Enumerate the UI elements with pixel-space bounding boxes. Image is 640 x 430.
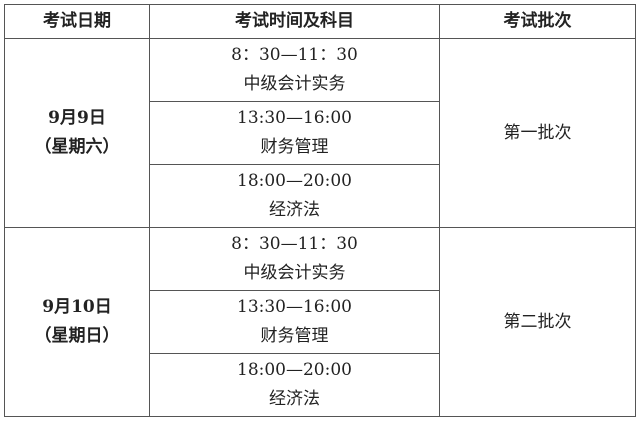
session-subject: 财务管理	[260, 326, 329, 346]
weekday: （星期日）	[34, 326, 120, 346]
batch-cell: 第二批次	[439, 227, 636, 417]
session-time: 13:30—16:00	[237, 108, 352, 128]
session-time: 8：30—11：30	[231, 234, 358, 254]
date: 9月10日	[42, 297, 112, 317]
header-batch: 考试批次	[439, 4, 636, 39]
header-row: 考试日期 考试时间及科目 考试批次	[4, 4, 636, 39]
session-cell: 8：30—11：30 中级会计实务	[149, 227, 440, 291]
table-row: 18:00—20:00 经济法	[5, 164, 636, 228]
session-subject: 中级会计实务	[243, 74, 346, 94]
session-cell: 18:00—20:00 经济法	[149, 164, 440, 228]
table-row: 18:00—20:00 经济法	[5, 353, 636, 417]
date-cell: 9月9日 （星期六）	[4, 38, 150, 228]
table-row: 13:30—16:00 财务管理	[5, 290, 636, 354]
session-subject: 经济法	[269, 389, 320, 409]
table-row: 9月10日 （星期日） 8：30—11：30 中级会计实务 第二批次	[4, 227, 636, 417]
exam-schedule-table: 考试日期 考试时间及科目 考试批次 9月9日 （星期六） 8：30—11：30 中级…	[4, 4, 636, 417]
header-date: 考试日期	[4, 4, 150, 39]
session-subject: 财务管理	[260, 137, 329, 157]
session-time: 18:00—20:00	[237, 360, 352, 380]
table-row: 13:30—16:00 财务管理	[5, 101, 636, 165]
session-cell: 13:30—16:00 财务管理	[149, 290, 440, 354]
session-subject: 经济法	[269, 200, 320, 220]
session-subject: 中级会计实务	[243, 263, 346, 283]
table-row: 9月9日 （星期六） 8：30—11：30 中级会计实务 第一批次	[4, 38, 636, 228]
session-cell: 13:30—16:00 财务管理	[149, 101, 440, 165]
batch-cell: 第一批次	[439, 38, 636, 228]
date-cell: 9月10日 （星期日）	[4, 227, 150, 417]
session-time: 13:30—16:00	[237, 297, 352, 317]
header-time-subject: 考试时间及科目	[149, 4, 440, 39]
date: 9月9日	[48, 108, 106, 128]
session-time: 18:00—20:00	[237, 171, 352, 191]
session-cell: 18:00—20:00 经济法	[149, 353, 440, 417]
weekday: （星期六）	[34, 137, 120, 157]
session-cell: 8：30—11：30 中级会计实务	[149, 38, 440, 102]
session-time: 8：30—11：30	[231, 45, 358, 65]
